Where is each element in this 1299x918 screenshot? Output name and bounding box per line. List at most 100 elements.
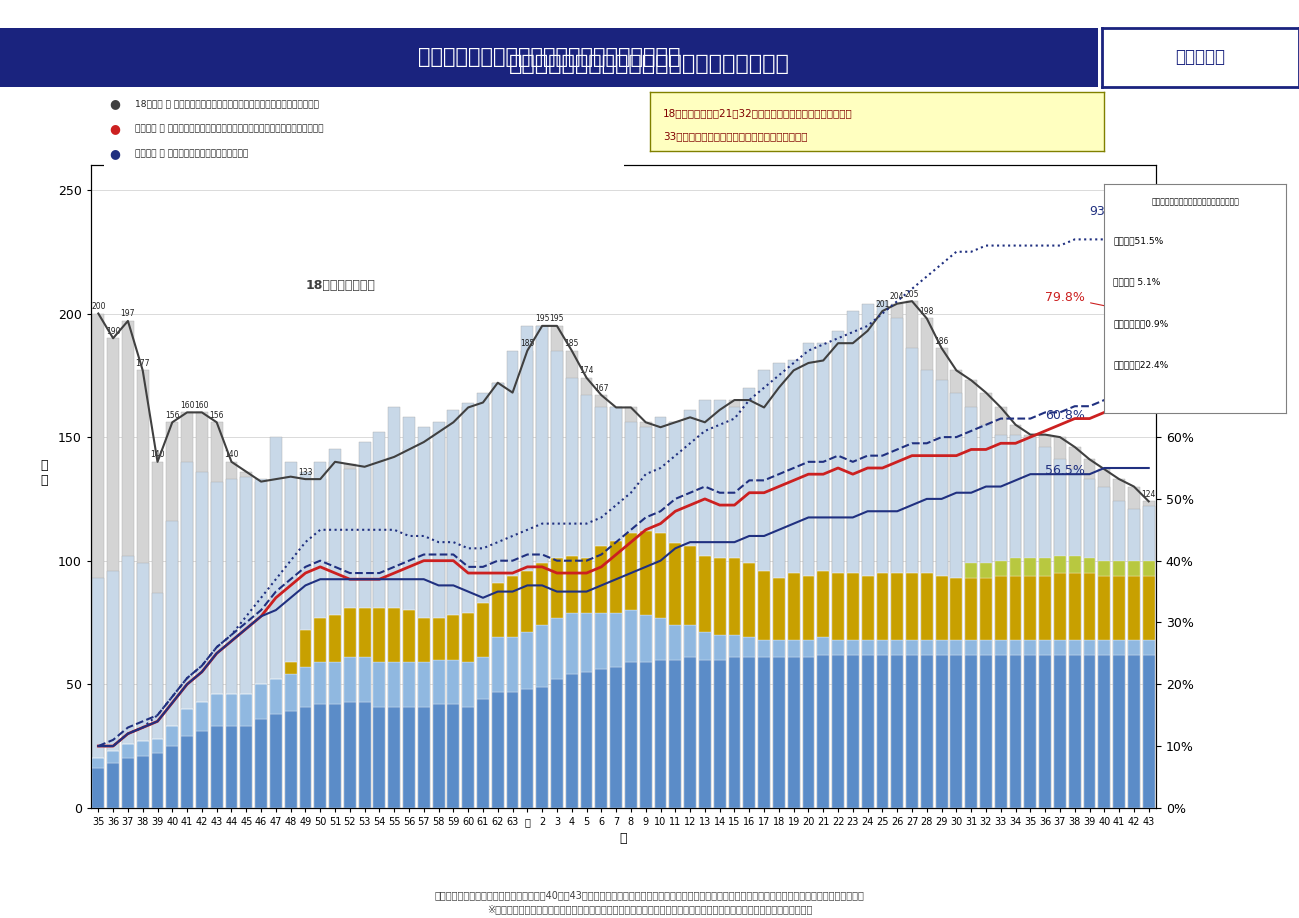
Bar xyxy=(521,689,534,808)
Bar xyxy=(891,304,903,808)
Bar xyxy=(595,612,607,669)
Bar xyxy=(566,351,578,808)
Bar xyxy=(1099,469,1111,808)
Bar xyxy=(979,640,992,655)
Bar xyxy=(240,476,252,808)
Text: １８歳人口と高等教育機関への進学率等の推移: １８歳人口と高等教育機関への進学率等の推移 xyxy=(509,54,790,74)
Bar xyxy=(122,555,134,808)
Text: 60.8%: 60.8% xyxy=(1046,409,1085,421)
Bar xyxy=(433,704,444,808)
Bar xyxy=(1128,655,1139,808)
Bar xyxy=(979,425,992,808)
Bar xyxy=(388,662,400,707)
Bar xyxy=(1039,640,1051,655)
Bar xyxy=(462,662,474,707)
Bar xyxy=(640,531,652,615)
Bar xyxy=(536,326,548,808)
Bar xyxy=(418,662,430,707)
Bar xyxy=(226,726,238,808)
Text: 93.7%: 93.7% xyxy=(1090,205,1144,228)
Bar xyxy=(122,744,134,758)
Bar xyxy=(447,410,460,808)
Bar xyxy=(833,640,844,655)
Bar xyxy=(226,694,238,726)
Bar xyxy=(759,408,770,808)
Bar xyxy=(625,662,637,808)
Bar xyxy=(136,370,148,808)
Bar xyxy=(1025,437,1037,808)
Bar xyxy=(566,555,578,612)
Bar xyxy=(907,348,918,808)
Bar xyxy=(551,679,562,808)
Bar xyxy=(1113,655,1125,808)
Bar xyxy=(625,408,637,808)
Bar xyxy=(1113,479,1125,808)
Bar xyxy=(965,408,977,808)
Bar xyxy=(270,437,282,808)
Bar xyxy=(196,732,208,808)
Bar xyxy=(536,326,548,808)
Bar xyxy=(551,351,562,808)
Bar xyxy=(877,640,889,655)
Bar xyxy=(1099,487,1111,808)
Bar xyxy=(1113,640,1125,655)
Bar xyxy=(226,462,238,808)
Bar xyxy=(699,400,711,808)
Bar xyxy=(166,746,178,808)
Bar xyxy=(1025,434,1037,808)
Bar xyxy=(1083,558,1095,573)
Bar xyxy=(759,370,770,808)
Bar xyxy=(122,758,134,808)
Bar xyxy=(759,571,770,640)
Bar xyxy=(669,422,681,808)
Text: 190: 190 xyxy=(107,327,121,336)
Bar xyxy=(226,479,238,808)
Bar xyxy=(152,754,164,808)
Bar xyxy=(196,701,208,732)
Text: 専門学校：22.4%: 専門学校：22.4% xyxy=(1113,361,1169,369)
Bar xyxy=(581,378,592,808)
Text: 185: 185 xyxy=(520,339,535,348)
Bar xyxy=(210,694,222,726)
Bar xyxy=(166,422,178,808)
Text: 進学率１（大学＋短大＋高専＋専門学校）: 進学率１（大学＋短大＋高専＋専門学校） xyxy=(1151,197,1239,207)
Bar xyxy=(921,640,933,655)
Bar xyxy=(1069,573,1081,640)
Text: 124: 124 xyxy=(1142,490,1156,498)
Bar xyxy=(699,633,711,659)
Bar xyxy=(787,573,800,640)
Bar xyxy=(1069,640,1081,655)
Bar xyxy=(1143,640,1155,655)
Bar xyxy=(329,704,340,808)
Bar xyxy=(907,301,918,808)
Bar xyxy=(240,472,252,808)
Bar xyxy=(713,659,726,808)
Bar xyxy=(166,521,178,808)
Bar xyxy=(1039,655,1051,808)
Bar xyxy=(300,479,312,808)
Text: 204: 204 xyxy=(890,292,904,301)
Bar xyxy=(166,726,178,746)
Bar xyxy=(995,434,1007,808)
Bar xyxy=(551,326,562,808)
Text: 201: 201 xyxy=(876,299,890,308)
Bar xyxy=(773,387,785,808)
Bar xyxy=(314,704,326,808)
Bar xyxy=(255,719,268,808)
Bar xyxy=(1069,469,1081,808)
Bar xyxy=(979,393,992,808)
Bar xyxy=(1039,447,1051,808)
Bar xyxy=(581,672,592,808)
Bar xyxy=(284,476,296,808)
Bar xyxy=(344,465,356,808)
Bar xyxy=(729,635,740,657)
Bar xyxy=(833,655,844,808)
Bar xyxy=(935,655,947,808)
Bar xyxy=(921,655,933,808)
Bar xyxy=(314,479,326,808)
Bar xyxy=(284,675,296,711)
Bar xyxy=(240,726,252,808)
Bar xyxy=(92,758,104,768)
Bar xyxy=(374,608,386,662)
Text: 出典：文部科学省「学校基本統計」。平成40年～43年度については国立社会保障・人口問題研究所「日本の将来推計人口（出生中位・死亡中位）」を基に作成: 出典：文部科学省「学校基本統計」。平成40年～43年度については国立社会保障・人… xyxy=(435,890,864,900)
